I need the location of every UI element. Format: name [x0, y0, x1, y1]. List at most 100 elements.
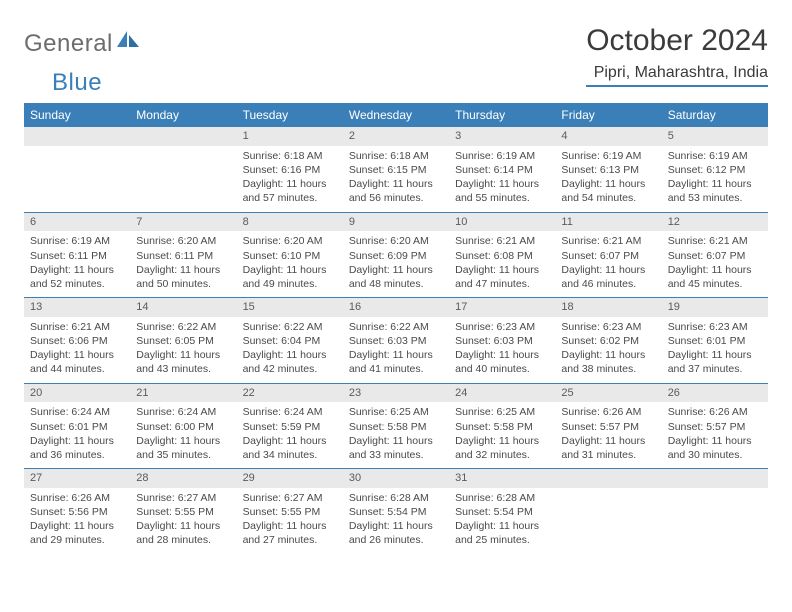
calendar-cell: 4Sunrise: 6:19 AMSunset: 6:13 PMDaylight… — [555, 127, 661, 212]
day-number: 7 — [130, 213, 236, 232]
sunset-line: Sunset: 6:04 PM — [243, 334, 337, 348]
daylight-line: Daylight: 11 hours and 44 minutes. — [30, 348, 124, 376]
cell-body: Sunrise: 6:23 AMSunset: 6:01 PMDaylight:… — [662, 317, 768, 383]
sunrise-line: Sunrise: 6:19 AM — [455, 149, 549, 163]
calendar-week: 27Sunrise: 6:26 AMSunset: 5:56 PMDayligh… — [24, 469, 768, 554]
calendar-cell: 10Sunrise: 6:21 AMSunset: 6:08 PMDayligh… — [449, 213, 555, 298]
cell-body: Sunrise: 6:23 AMSunset: 6:02 PMDaylight:… — [555, 317, 661, 383]
sunset-line: Sunset: 6:09 PM — [349, 249, 443, 263]
cell-body: Sunrise: 6:20 AMSunset: 6:09 PMDaylight:… — [343, 231, 449, 297]
daylight-line: Daylight: 11 hours and 52 minutes. — [30, 263, 124, 291]
calendar-cell — [555, 469, 661, 554]
cell-body: Sunrise: 6:24 AMSunset: 6:01 PMDaylight:… — [24, 402, 130, 468]
cell-body: Sunrise: 6:21 AMSunset: 6:08 PMDaylight:… — [449, 231, 555, 297]
cell-body: Sunrise: 6:21 AMSunset: 6:07 PMDaylight:… — [662, 231, 768, 297]
sunset-line: Sunset: 6:03 PM — [455, 334, 549, 348]
day-number: 31 — [449, 469, 555, 488]
day-number: 8 — [237, 213, 343, 232]
day-number: 15 — [237, 298, 343, 317]
sunset-line: Sunset: 5:54 PM — [455, 505, 549, 519]
location-label: Pipri, Maharashtra, India — [586, 64, 768, 87]
day-number: 12 — [662, 213, 768, 232]
daylight-line: Daylight: 11 hours and 49 minutes. — [243, 263, 337, 291]
calendar-cell: 11Sunrise: 6:21 AMSunset: 6:07 PMDayligh… — [555, 213, 661, 298]
sunset-line: Sunset: 6:06 PM — [30, 334, 124, 348]
sunset-line: Sunset: 6:15 PM — [349, 163, 443, 177]
day-number: 18 — [555, 298, 661, 317]
calendar-cell: 2Sunrise: 6:18 AMSunset: 6:15 PMDaylight… — [343, 127, 449, 212]
daylight-line: Daylight: 11 hours and 57 minutes. — [243, 177, 337, 205]
page-title: October 2024 — [586, 24, 768, 58]
sunrise-line: Sunrise: 6:26 AM — [668, 405, 762, 419]
calendar-cell: 17Sunrise: 6:23 AMSunset: 6:03 PMDayligh… — [449, 298, 555, 383]
dow-label: Wednesday — [343, 103, 449, 127]
brand-logo: General — [24, 30, 141, 58]
daylight-line: Daylight: 11 hours and 31 minutes. — [561, 434, 655, 462]
calendar-page: General October 2024 Pipri, Maharashtra,… — [0, 0, 792, 554]
day-number: 24 — [449, 384, 555, 403]
daylight-line: Daylight: 11 hours and 26 minutes. — [349, 519, 443, 547]
sunrise-line: Sunrise: 6:27 AM — [243, 491, 337, 505]
calendar-cell — [24, 127, 130, 212]
sunrise-line: Sunrise: 6:22 AM — [136, 320, 230, 334]
brand-sail-icon — [115, 28, 141, 56]
sunset-line: Sunset: 6:08 PM — [455, 249, 549, 263]
cell-body: Sunrise: 6:22 AMSunset: 6:03 PMDaylight:… — [343, 317, 449, 383]
day-number: 20 — [24, 384, 130, 403]
sunset-line: Sunset: 6:12 PM — [668, 163, 762, 177]
calendar-cell: 19Sunrise: 6:23 AMSunset: 6:01 PMDayligh… — [662, 298, 768, 383]
day-number: 10 — [449, 213, 555, 232]
cell-body — [130, 146, 236, 204]
daylight-line: Daylight: 11 hours and 50 minutes. — [136, 263, 230, 291]
sunrise-line: Sunrise: 6:24 AM — [243, 405, 337, 419]
cell-body — [555, 488, 661, 546]
calendar-cell: 21Sunrise: 6:24 AMSunset: 6:00 PMDayligh… — [130, 384, 236, 469]
daylight-line: Daylight: 11 hours and 35 minutes. — [136, 434, 230, 462]
calendar-cell: 23Sunrise: 6:25 AMSunset: 5:58 PMDayligh… — [343, 384, 449, 469]
daylight-line: Daylight: 11 hours and 34 minutes. — [243, 434, 337, 462]
cell-body: Sunrise: 6:18 AMSunset: 6:16 PMDaylight:… — [237, 146, 343, 212]
calendar-cell: 15Sunrise: 6:22 AMSunset: 6:04 PMDayligh… — [237, 298, 343, 383]
calendar-cell: 24Sunrise: 6:25 AMSunset: 5:58 PMDayligh… — [449, 384, 555, 469]
sunset-line: Sunset: 6:11 PM — [30, 249, 124, 263]
cell-body: Sunrise: 6:22 AMSunset: 6:04 PMDaylight:… — [237, 317, 343, 383]
daylight-line: Daylight: 11 hours and 33 minutes. — [349, 434, 443, 462]
calendar-cell: 20Sunrise: 6:24 AMSunset: 6:01 PMDayligh… — [24, 384, 130, 469]
calendar-cell: 9Sunrise: 6:20 AMSunset: 6:09 PMDaylight… — [343, 213, 449, 298]
day-number: 28 — [130, 469, 236, 488]
cell-body: Sunrise: 6:19 AMSunset: 6:11 PMDaylight:… — [24, 231, 130, 297]
sunset-line: Sunset: 5:57 PM — [561, 420, 655, 434]
day-number: 5 — [662, 127, 768, 146]
sunrise-line: Sunrise: 6:21 AM — [561, 234, 655, 248]
calendar-cell: 26Sunrise: 6:26 AMSunset: 5:57 PMDayligh… — [662, 384, 768, 469]
sunset-line: Sunset: 6:10 PM — [243, 249, 337, 263]
cell-body: Sunrise: 6:25 AMSunset: 5:58 PMDaylight:… — [449, 402, 555, 468]
calendar-cell: 12Sunrise: 6:21 AMSunset: 6:07 PMDayligh… — [662, 213, 768, 298]
dow-label: Tuesday — [237, 103, 343, 127]
cell-body: Sunrise: 6:18 AMSunset: 6:15 PMDaylight:… — [343, 146, 449, 212]
sunset-line: Sunset: 5:59 PM — [243, 420, 337, 434]
sunset-line: Sunset: 6:11 PM — [136, 249, 230, 263]
cell-body — [662, 488, 768, 546]
day-number: 30 — [343, 469, 449, 488]
sunset-line: Sunset: 5:55 PM — [243, 505, 337, 519]
sunrise-line: Sunrise: 6:25 AM — [455, 405, 549, 419]
sunrise-line: Sunrise: 6:28 AM — [455, 491, 549, 505]
calendar-week: 20Sunrise: 6:24 AMSunset: 6:01 PMDayligh… — [24, 384, 768, 470]
daylight-line: Daylight: 11 hours and 42 minutes. — [243, 348, 337, 376]
day-number: 16 — [343, 298, 449, 317]
day-number: 3 — [449, 127, 555, 146]
sunset-line: Sunset: 6:03 PM — [349, 334, 443, 348]
sunrise-line: Sunrise: 6:22 AM — [349, 320, 443, 334]
cell-body: Sunrise: 6:27 AMSunset: 5:55 PMDaylight:… — [237, 488, 343, 554]
dow-label: Friday — [555, 103, 661, 127]
calendar-week: 1Sunrise: 6:18 AMSunset: 6:16 PMDaylight… — [24, 127, 768, 213]
day-number: 4 — [555, 127, 661, 146]
sunset-line: Sunset: 5:56 PM — [30, 505, 124, 519]
daylight-line: Daylight: 11 hours and 27 minutes. — [243, 519, 337, 547]
calendar-cell: 5Sunrise: 6:19 AMSunset: 6:12 PMDaylight… — [662, 127, 768, 212]
sunrise-line: Sunrise: 6:26 AM — [561, 405, 655, 419]
brand-part2: Blue — [52, 69, 102, 97]
sunset-line: Sunset: 5:58 PM — [455, 420, 549, 434]
sunrise-line: Sunrise: 6:23 AM — [561, 320, 655, 334]
